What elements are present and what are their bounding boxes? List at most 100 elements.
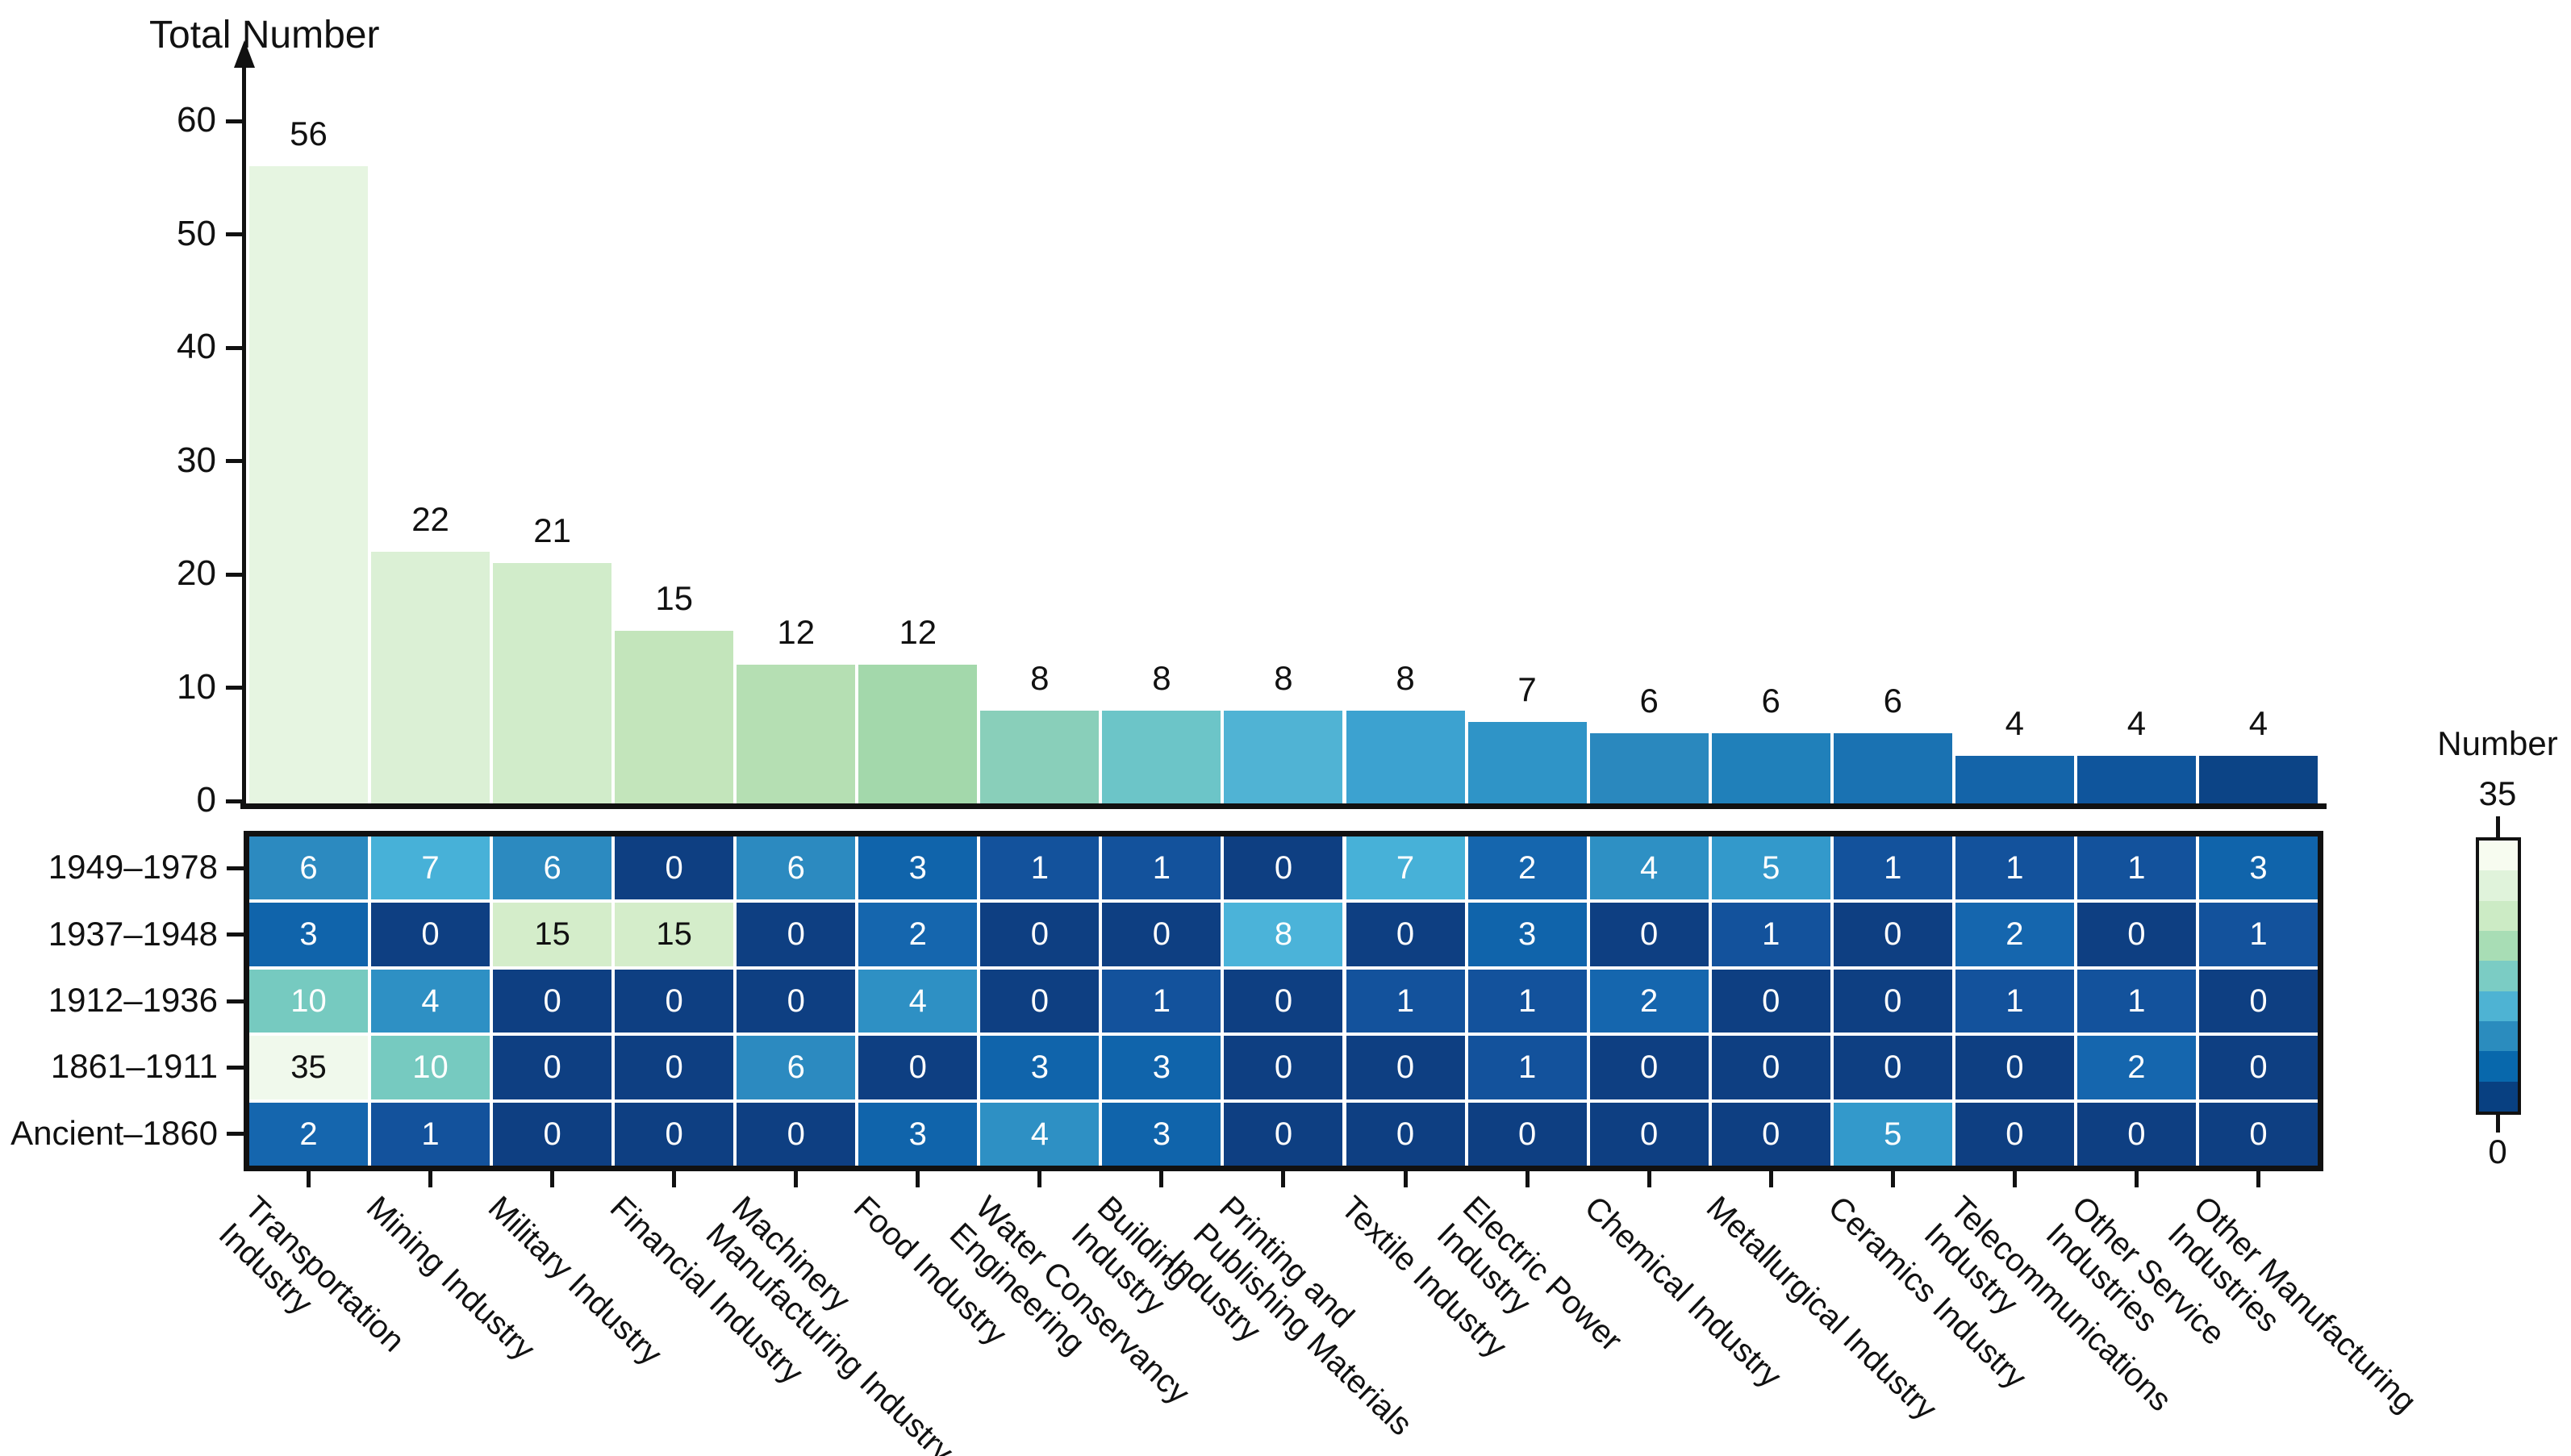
- heatmap-cell: 1: [1102, 969, 1221, 1033]
- heatmap-cell: 0: [1102, 903, 1221, 966]
- colorbar-top-tick: [2496, 816, 2500, 837]
- row-tick-mark: [227, 1065, 244, 1070]
- y-tick-label: 60: [177, 100, 216, 140]
- bar: [1346, 710, 1465, 803]
- column-tick-mark: [1768, 1171, 1773, 1187]
- bar: [980, 710, 1100, 803]
- heatmap-cell: 1: [1467, 1036, 1587, 1099]
- heatmap-cell: 0: [2198, 969, 2318, 1033]
- heatmap-cell: 0: [493, 1036, 612, 1099]
- row-tick-mark: [227, 999, 244, 1003]
- column-label: Metallurgical Industry: [1699, 1189, 1944, 1427]
- column-tick-mark: [307, 1171, 311, 1187]
- heatmap-cell: 15: [493, 903, 612, 966]
- bar: [2198, 755, 2318, 803]
- heatmap-cell: 1: [1955, 969, 2074, 1033]
- heatmap-cell: 4: [858, 969, 978, 1033]
- bar-value-label: 56: [290, 115, 328, 153]
- heatmap-cell: 6: [249, 836, 368, 900]
- heatmap-cell: 6: [737, 1036, 856, 1099]
- bar-value-label: 21: [533, 511, 571, 549]
- heatmap-cell: 3: [980, 1036, 1100, 1099]
- heatmap-cell: 0: [615, 836, 734, 900]
- y-tick-mark: [226, 572, 244, 577]
- column-tick-mark: [1281, 1171, 1286, 1187]
- column-tick-mark: [1525, 1171, 1530, 1187]
- column-tick-mark: [1647, 1171, 1651, 1187]
- heatmap-cell: 0: [1589, 1036, 1709, 1099]
- bar-value-label: 6: [1639, 681, 1659, 720]
- heatmap-cell: 0: [615, 1102, 734, 1166]
- row-tick-mark: [227, 866, 244, 870]
- column-tick-mark: [2012, 1171, 2017, 1187]
- heatmap-cell: 0: [1346, 903, 1465, 966]
- column-tick-mark: [2134, 1171, 2139, 1187]
- y-tick-label: 50: [177, 213, 216, 253]
- colorbar-band: [2479, 900, 2518, 931]
- row-label: 1912–1936: [48, 981, 218, 1019]
- heatmap-cell: 0: [1224, 1036, 1343, 1099]
- heatmap-cell: 0: [980, 903, 1100, 966]
- bar-value-label: 8: [1152, 658, 1171, 697]
- row-tick-mark: [227, 1132, 244, 1137]
- y-tick-mark: [226, 459, 244, 463]
- heatmap-cell: 1: [2076, 836, 2196, 900]
- x-axis-baseline: [240, 803, 2327, 809]
- bar-value-label: 4: [2005, 703, 2024, 742]
- heatmap-cell: 1: [1711, 903, 1830, 966]
- heatmap-cell: 0: [1833, 1036, 1952, 1099]
- heatmap-cell: 10: [249, 969, 368, 1033]
- heatmap-cell: 4: [371, 969, 490, 1033]
- bar-value-label: 7: [1517, 670, 1537, 708]
- bar-value-label: 12: [777, 613, 816, 652]
- heatmap-cell: 1: [1346, 969, 1465, 1033]
- row-label: 1861–1911: [50, 1047, 218, 1086]
- bar: [1833, 732, 1952, 803]
- y-tick-label: 40: [177, 327, 216, 366]
- colorbar-band: [2479, 930, 2518, 962]
- heatmap-cell: 1: [1102, 836, 1221, 900]
- heatmap-cell: 6: [737, 836, 856, 900]
- column-tick-mark: [2256, 1171, 2260, 1187]
- heatmap-cell: 3: [1102, 1102, 1221, 1166]
- y-tick-label: 10: [177, 666, 216, 707]
- heatmap-cell: 0: [1833, 903, 1952, 966]
- heatmap-cell: 0: [1224, 969, 1343, 1033]
- bar: [371, 551, 490, 803]
- heatmap-cell: 0: [1589, 903, 1709, 966]
- colorbar-title: Number: [2437, 724, 2558, 762]
- row-label: 1937–1948: [48, 914, 218, 953]
- y-tick-label: 20: [177, 553, 216, 593]
- heatmap-cell: 7: [1346, 836, 1465, 900]
- bar-value-label: 8: [1396, 658, 1415, 697]
- heatmap-cell: 5: [1833, 1102, 1952, 1166]
- heatmap-cell: 0: [737, 903, 856, 966]
- y-tick-mark: [226, 799, 244, 803]
- colorbar-band: [2479, 870, 2518, 901]
- row-label: Ancient–1860: [10, 1113, 218, 1152]
- heatmap-cell: 4: [1589, 836, 1709, 900]
- bar: [249, 166, 368, 803]
- heatmap-cell: 3: [1102, 1036, 1221, 1099]
- column-tick-mark: [672, 1171, 677, 1187]
- bar: [858, 665, 978, 803]
- column-label: Printing and Publishing Materials Indust…: [1160, 1189, 1419, 1443]
- column-tick-mark: [916, 1171, 920, 1187]
- heatmap-cell: 1: [2198, 903, 2318, 966]
- heatmap-cell: 6: [493, 836, 612, 900]
- heatmap-cell: 3: [1467, 903, 1587, 966]
- colorbar-band: [2479, 1081, 2518, 1112]
- heatmap-cell: 2: [858, 903, 978, 966]
- bar: [737, 665, 856, 803]
- heatmap-cell: 7: [371, 836, 490, 900]
- heatmap-cell: 2: [1467, 836, 1587, 900]
- bar: [1102, 710, 1221, 803]
- bar: [493, 562, 612, 803]
- y-tick-mark: [226, 232, 244, 236]
- heatmap-cell: 2: [1589, 969, 1709, 1033]
- bar: [1955, 755, 2074, 803]
- colorbar-band: [2479, 991, 2518, 1021]
- heatmap-cell: 1: [1955, 836, 2074, 900]
- column-tick-mark: [794, 1171, 799, 1187]
- column-tick-mark: [1037, 1171, 1042, 1187]
